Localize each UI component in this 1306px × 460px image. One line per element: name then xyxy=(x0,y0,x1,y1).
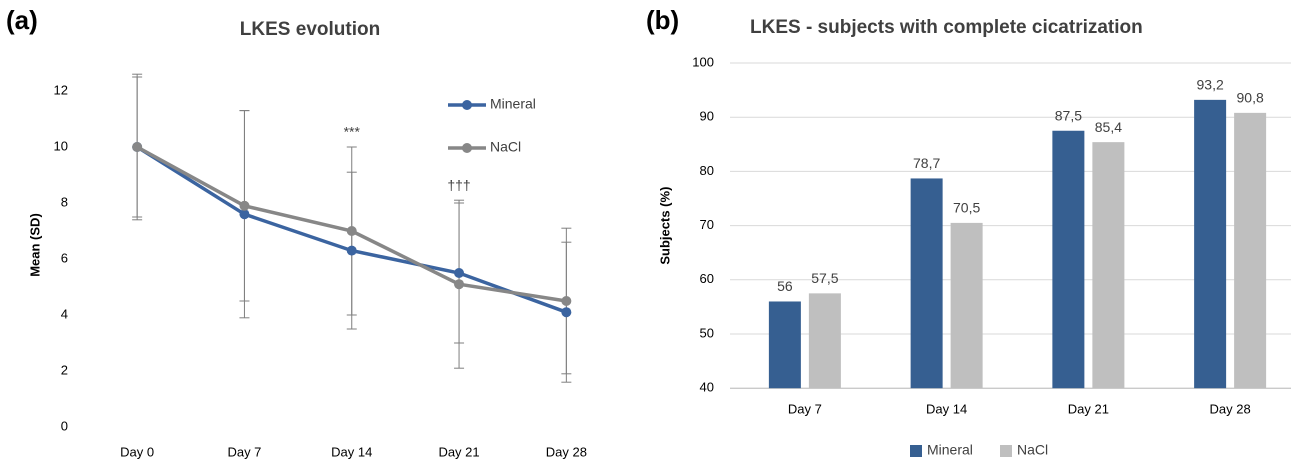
x-tick-label: Day 21 xyxy=(438,444,479,459)
y-axis-label: Mean (SD) xyxy=(27,213,42,277)
marker xyxy=(346,226,357,236)
legend-label: NaCl xyxy=(490,139,521,155)
chart-title: LKES evolution xyxy=(240,19,380,40)
y-tick-label: 10 xyxy=(54,138,68,153)
annotation: ††† xyxy=(447,177,470,193)
x-tick-label: Day 28 xyxy=(546,444,587,459)
y-tick-label: 70 xyxy=(700,217,714,232)
marker xyxy=(346,245,357,256)
bar xyxy=(1052,130,1085,389)
y-tick-label: 100 xyxy=(692,54,714,69)
legend-marker xyxy=(462,143,472,153)
annotation: *** xyxy=(344,124,361,140)
marker xyxy=(132,142,143,152)
y-tick-label: 6 xyxy=(61,250,68,265)
value-label: 57,5 xyxy=(811,270,838,286)
x-tick-label: Day 7 xyxy=(227,444,261,459)
legend-label: Mineral xyxy=(490,96,536,112)
y-axis-label: Subjects (%) xyxy=(657,187,672,265)
x-tick-label: Day 14 xyxy=(926,402,967,417)
marker xyxy=(454,268,465,278)
y-tick-label: 8 xyxy=(61,194,68,209)
y-tick-label: 2 xyxy=(61,362,68,377)
value-label: 78,7 xyxy=(913,155,940,171)
chart-title: LKES - subjects with complete cicatrizat… xyxy=(750,17,1143,38)
y-tick-label: 12 xyxy=(54,82,68,97)
y-tick-label: 4 xyxy=(61,306,68,321)
panel-label: (b) xyxy=(646,5,679,35)
y-tick-label: 90 xyxy=(700,109,714,124)
value-label: 87,5 xyxy=(1055,107,1082,123)
y-tick-label: 60 xyxy=(700,271,714,286)
value-label: 93,2 xyxy=(1197,77,1224,93)
y-tick-label: 50 xyxy=(700,325,714,340)
bar xyxy=(768,301,801,389)
x-tick-label: Day 7 xyxy=(788,402,822,417)
x-tick-label: Day 14 xyxy=(331,444,372,459)
marker xyxy=(239,200,250,211)
y-tick-label: 0 xyxy=(61,418,68,433)
marker xyxy=(561,296,572,306)
legend-swatch xyxy=(910,445,922,457)
value-label: 70,5 xyxy=(953,200,980,216)
legend-marker xyxy=(462,100,472,110)
bar xyxy=(808,293,841,389)
x-tick-label: Day 21 xyxy=(1068,402,1109,417)
marker xyxy=(454,279,465,290)
value-label: 85,4 xyxy=(1095,119,1122,135)
bar xyxy=(950,222,983,389)
value-label: 56 xyxy=(777,278,793,294)
bar xyxy=(1092,142,1125,389)
x-tick-label: Day 28 xyxy=(1210,402,1251,417)
bar xyxy=(910,178,943,389)
legend-label: Mineral xyxy=(927,442,973,458)
y-tick-label: 40 xyxy=(700,380,714,395)
x-tick-label: Day 0 xyxy=(120,444,154,459)
legend-label: NaCl xyxy=(1017,442,1048,458)
marker xyxy=(239,209,250,220)
panel-label: (a) xyxy=(6,5,38,35)
legend-swatch xyxy=(1000,445,1012,457)
bar xyxy=(1234,112,1267,389)
bar xyxy=(1194,99,1227,389)
value-label: 90,8 xyxy=(1237,90,1264,106)
y-tick-label: 80 xyxy=(700,163,714,178)
marker xyxy=(561,307,572,318)
